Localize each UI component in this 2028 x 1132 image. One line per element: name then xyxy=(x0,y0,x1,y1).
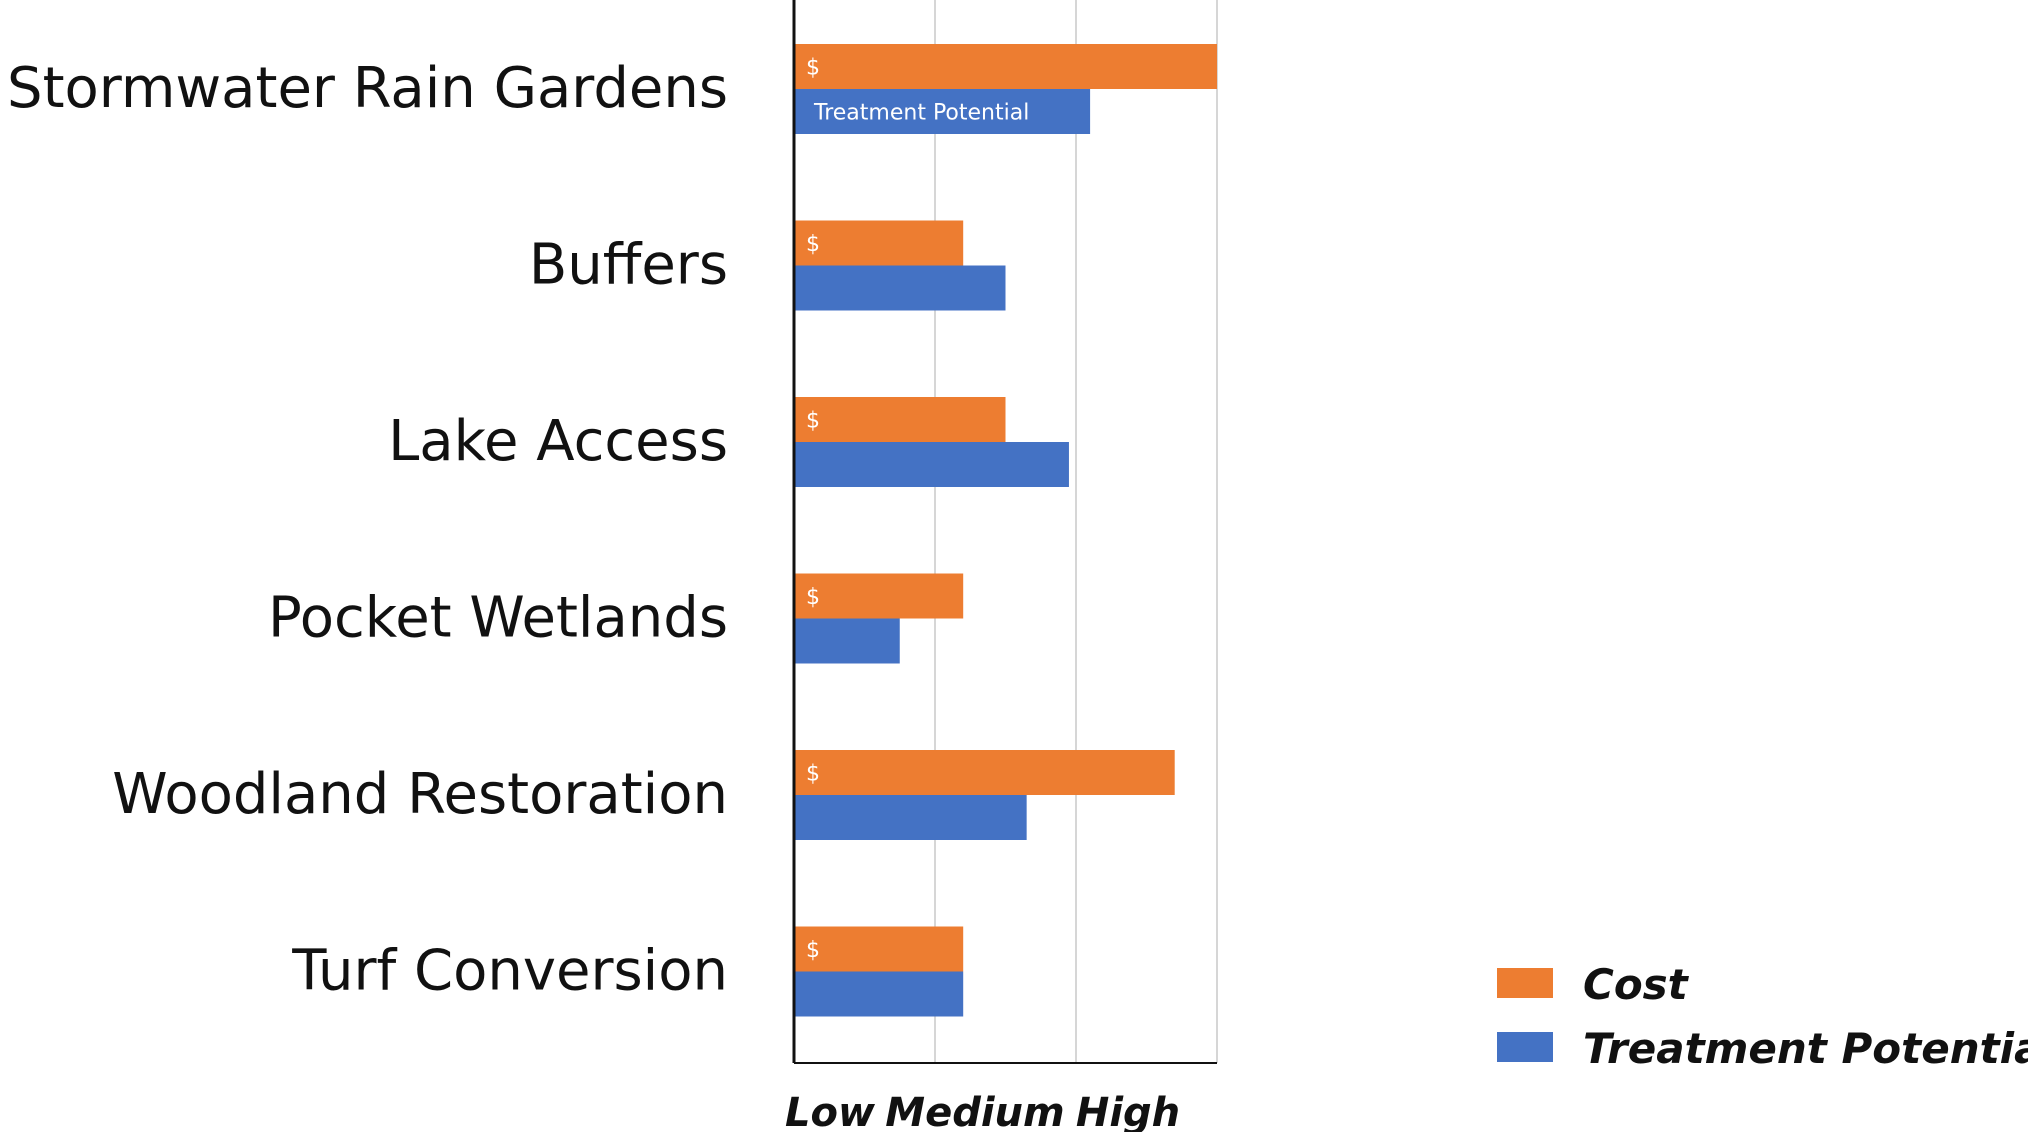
axes xyxy=(792,0,1217,1064)
category-labels: Stormwater Rain Gardens Buffers Lake Acces… xyxy=(7,56,728,1004)
category-label: Turf Conversion xyxy=(291,939,728,1004)
bar-treatment-potential xyxy=(794,442,1069,487)
bar-label: $ xyxy=(806,938,820,963)
bar-treatment-potential xyxy=(794,618,900,664)
bar-label: $ xyxy=(806,232,820,257)
gridlines xyxy=(934,0,1218,1063)
bar-cost xyxy=(794,926,964,972)
x-tick-label: Medium xyxy=(885,1090,1064,1132)
bar-label: $ xyxy=(806,762,820,787)
bar-treatment-potential xyxy=(794,89,1091,134)
category-label: Stormwater Rain Gardens xyxy=(7,56,728,121)
legend-swatch xyxy=(1497,968,1553,998)
x-tick-label: Low xyxy=(785,1090,876,1132)
bar-treatment-potential xyxy=(794,795,1027,840)
bar-label: $ xyxy=(806,585,820,610)
category-label: Woodland Restoration xyxy=(112,762,728,827)
legend: Cost Treatment Potential xyxy=(1497,960,2028,1073)
bar-cost xyxy=(794,44,1217,89)
category-label: Pocket Wetlands xyxy=(268,586,728,651)
bar-cost xyxy=(794,750,1175,795)
bar-cost xyxy=(794,397,1006,442)
bar-treatment-potential xyxy=(794,971,964,1017)
bar-label: $ xyxy=(806,409,820,434)
bar-label: $ xyxy=(806,56,820,81)
x-tick-labels: Low Medium High xyxy=(785,1090,1180,1132)
bar-treatment-potential xyxy=(794,265,1006,311)
bar-cost xyxy=(794,220,964,266)
category-label: Lake Access xyxy=(388,409,728,474)
legend-label: Treatment Potential xyxy=(1583,1024,2028,1073)
bar-cost xyxy=(794,573,964,619)
bars: $ Treatment Potential $ $ $ $ $ xyxy=(794,44,1217,1017)
x-tick-label: High xyxy=(1076,1090,1180,1132)
category-label: Buffers xyxy=(529,233,728,298)
legend-swatch xyxy=(1497,1032,1553,1062)
bar-label: Treatment Potential xyxy=(813,101,1029,126)
legend-label: Cost xyxy=(1583,960,1690,1009)
